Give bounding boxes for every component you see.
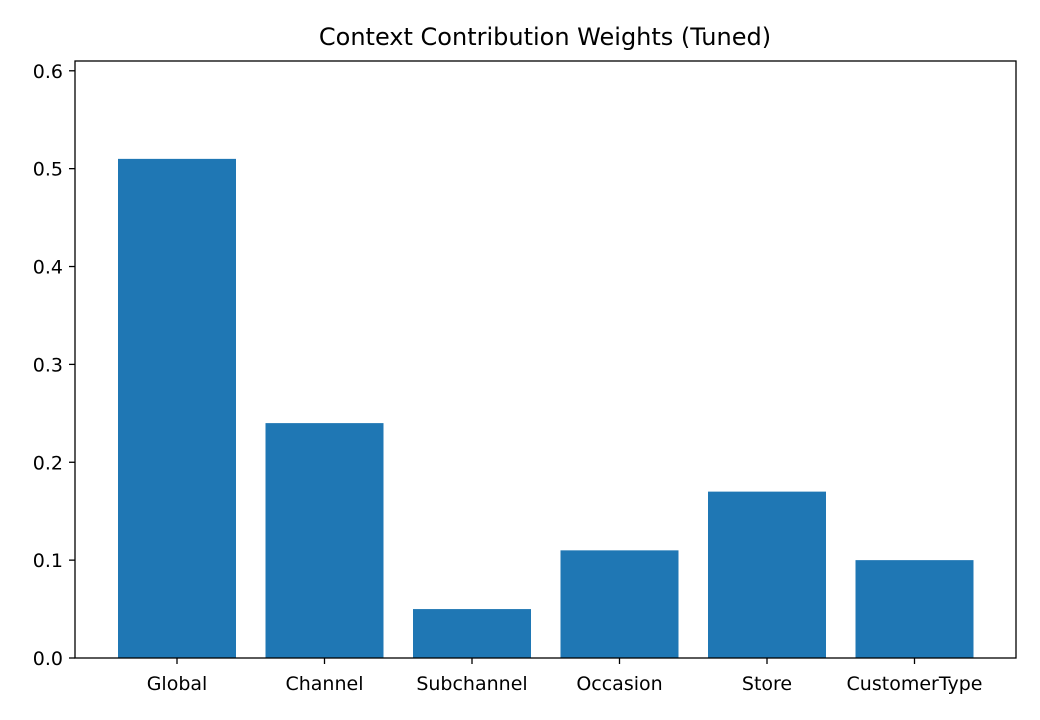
y-tick-label: 0.0 [33, 648, 63, 670]
x-tick-label-channel: Channel [285, 673, 363, 695]
x-tick-label-customertype: CustomerType [847, 673, 983, 695]
y-axis: 0.0 0.1 0.2 0.3 0.4 0.5 0.6 [33, 61, 75, 670]
y-tick-label: 0.4 [33, 257, 63, 279]
x-tick-label-store: Store [742, 673, 792, 695]
y-tick-label: 0.1 [33, 550, 63, 572]
y-tick-label: 0.3 [33, 354, 63, 376]
plot-frame [74, 60, 1017, 659]
y-tick-label: 0.5 [33, 159, 63, 181]
bar-customertype [855, 560, 974, 658]
bar-channel [265, 423, 384, 658]
x-tick-label-subchannel: Subchannel [416, 673, 527, 695]
bars-group [118, 158, 974, 659]
y-tick-label: 0.6 [33, 61, 63, 83]
chart-title: Context Contribution Weights (Tuned) [319, 23, 771, 51]
x-tick-label-global: Global [147, 673, 208, 695]
bar-subchannel [413, 609, 531, 658]
x-tick-label-occasion: Occasion [576, 673, 662, 695]
bar-global [118, 158, 236, 659]
bar-store [708, 491, 826, 658]
bar-occasion [560, 550, 679, 658]
x-axis: Global Channel Subchannel Occasion Store Cust… [147, 658, 983, 695]
y-tick-label: 0.2 [33, 452, 63, 474]
